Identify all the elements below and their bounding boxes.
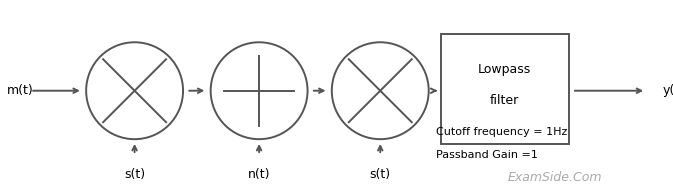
Text: n(t): n(t) [248,168,271,181]
Text: s(t): s(t) [124,168,145,181]
Text: s(t): s(t) [369,168,391,181]
Text: Lowpass: Lowpass [478,64,532,76]
Text: Cutoff frequency = 1Hz: Cutoff frequency = 1Hz [436,127,567,137]
Text: y(t): y(t) [663,84,673,97]
Text: ExamSide.Com: ExamSide.Com [508,171,602,184]
Bar [441,34,569,144]
Text: m(t): m(t) [7,84,34,97]
Text: filter: filter [490,94,520,107]
Text: Passband Gain =1: Passband Gain =1 [436,150,538,160]
